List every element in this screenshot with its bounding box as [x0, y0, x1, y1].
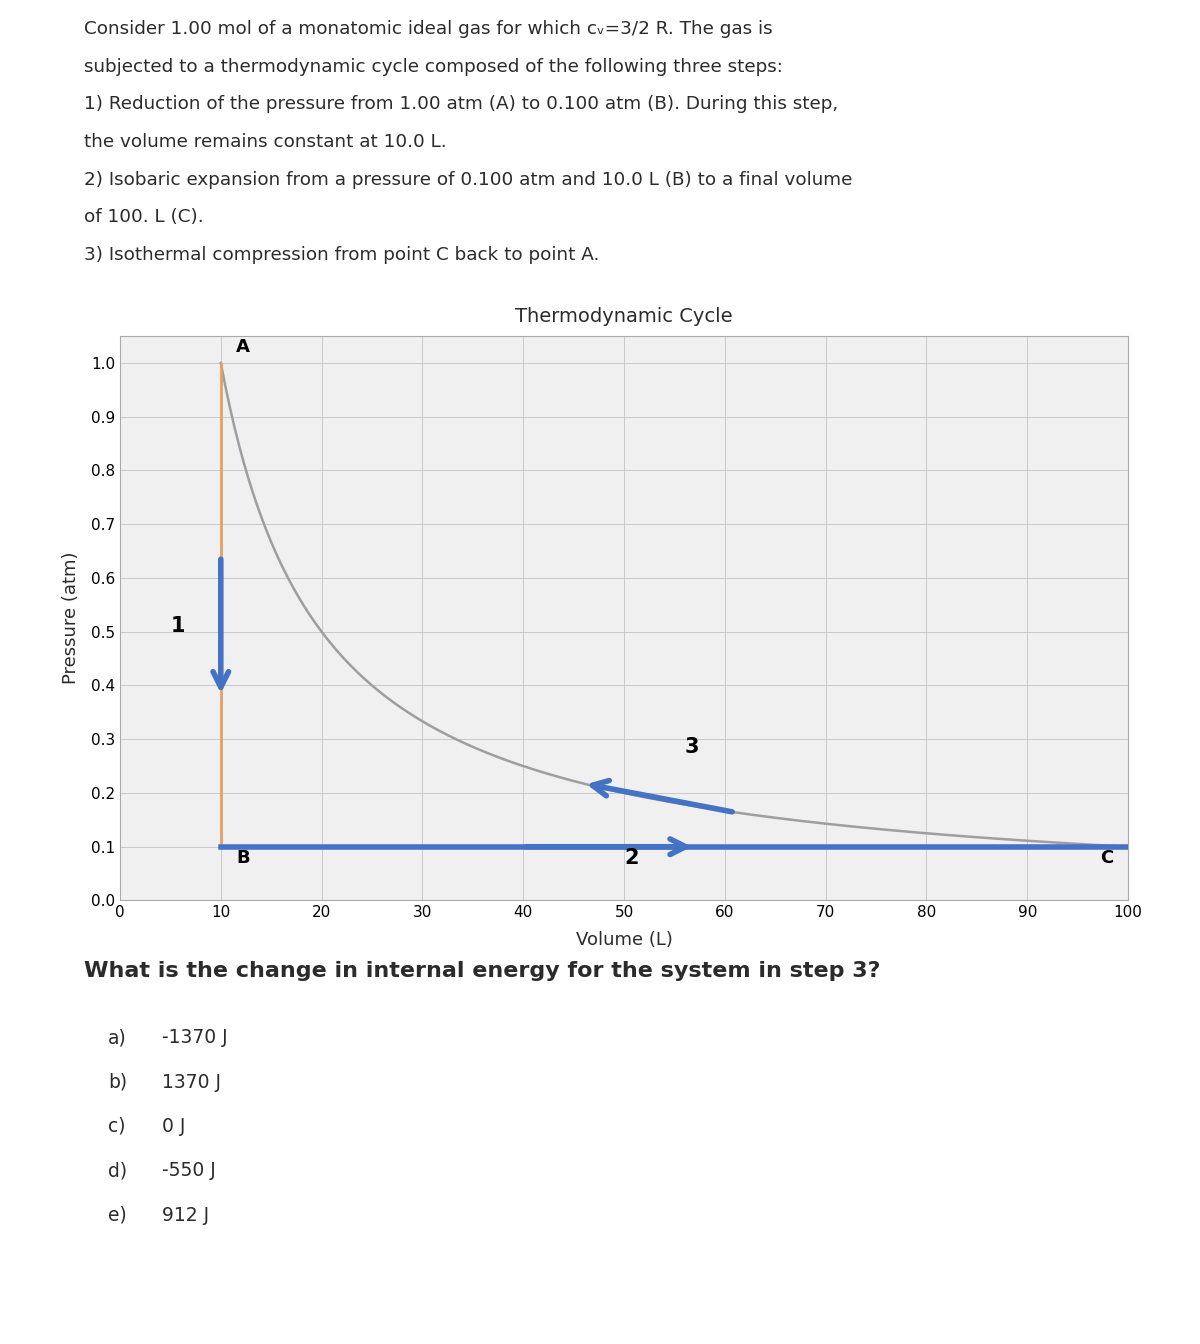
Text: A: A [236, 339, 250, 356]
Text: d): d) [108, 1161, 127, 1180]
Text: 1: 1 [170, 616, 185, 636]
Title: Thermodynamic Cycle: Thermodynamic Cycle [515, 308, 733, 327]
Y-axis label: Pressure (atm): Pressure (atm) [61, 552, 79, 684]
Text: 0 J: 0 J [162, 1117, 185, 1136]
Text: 2) Isobaric expansion from a pressure of 0.100 atm and 10.0 L (B) to a final vol: 2) Isobaric expansion from a pressure of… [84, 171, 852, 188]
Text: the volume remains constant at 10.0 L.: the volume remains constant at 10.0 L. [84, 133, 446, 151]
Text: 3) Isothermal compression from point C back to point A.: 3) Isothermal compression from point C b… [84, 246, 599, 263]
Text: of 100. L (C).: of 100. L (C). [84, 208, 204, 226]
Text: subjected to a thermodynamic cycle composed of the following three steps:: subjected to a thermodynamic cycle compo… [84, 58, 782, 75]
Text: 2: 2 [624, 848, 638, 868]
Text: Consider 1.00 mol of a monatomic ideal gas for which cᵥ=3/2 R. The gas is: Consider 1.00 mol of a monatomic ideal g… [84, 20, 773, 38]
Text: -1370 J: -1370 J [162, 1028, 228, 1047]
Text: b): b) [108, 1073, 127, 1091]
X-axis label: Volume (L): Volume (L) [576, 931, 672, 949]
Text: 1) Reduction of the pressure from 1.00 atm (A) to 0.100 atm (B). During this ste: 1) Reduction of the pressure from 1.00 a… [84, 95, 838, 113]
Text: C: C [1099, 849, 1112, 867]
Text: a): a) [108, 1028, 127, 1047]
Text: -550 J: -550 J [162, 1161, 216, 1180]
Text: 1370 J: 1370 J [162, 1073, 221, 1091]
Text: B: B [236, 849, 250, 867]
Text: c): c) [108, 1117, 126, 1136]
Text: What is the change in internal energy for the system in step 3?: What is the change in internal energy fo… [84, 961, 881, 981]
Text: 3: 3 [684, 737, 698, 757]
Text: e): e) [108, 1206, 127, 1224]
Text: 912 J: 912 J [162, 1206, 209, 1224]
